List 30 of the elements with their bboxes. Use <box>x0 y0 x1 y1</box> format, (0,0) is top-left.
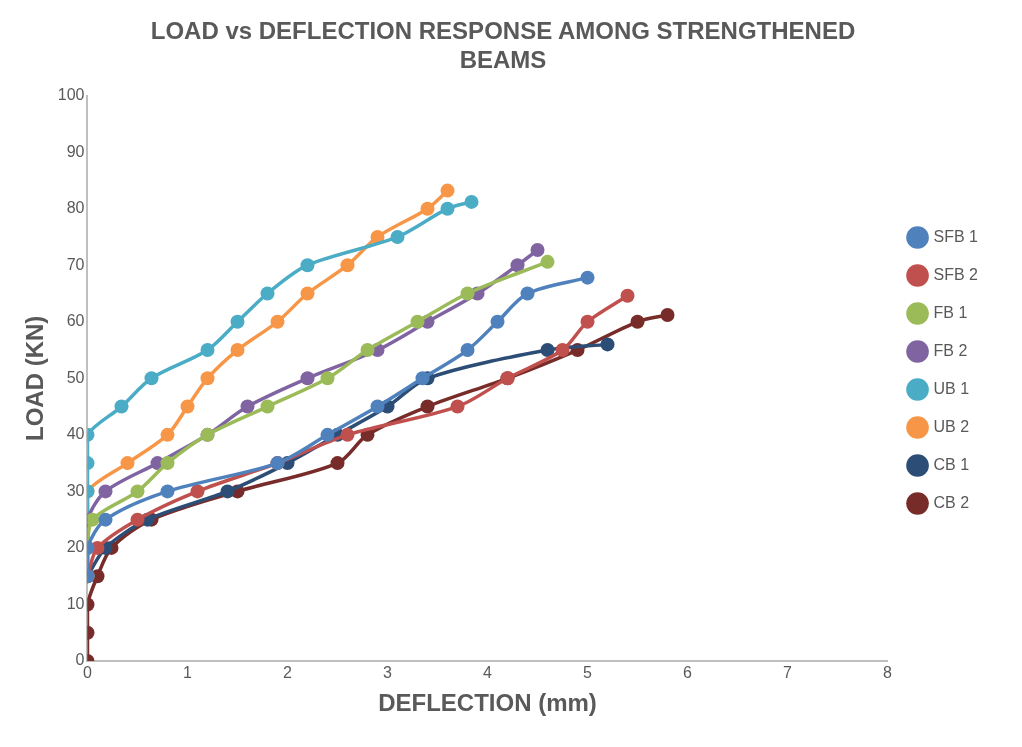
y-tick-label: 30 <box>66 481 85 499</box>
y-tick-label: 10 <box>66 594 85 612</box>
x-tick-label: 6 <box>683 664 693 682</box>
x-tick-label: 5 <box>583 664 593 682</box>
y-tick-label: 50 <box>66 368 85 386</box>
legend-label: SFB 1 <box>933 227 979 245</box>
legend-label: FB 2 <box>933 341 968 359</box>
legend-label: SFB 2 <box>933 265 979 283</box>
x-tick-label: 8 <box>883 664 893 682</box>
y-tick-label: 70 <box>66 255 85 273</box>
y-tick-label: 100 <box>57 86 85 104</box>
x-tick-label: 7 <box>783 664 793 682</box>
x-tick-label: 4 <box>483 664 493 682</box>
legend-label: CB 2 <box>933 493 970 511</box>
y-tick-label: 90 <box>66 142 85 160</box>
legend-label: CB 1 <box>933 455 970 473</box>
y-tick-label: 60 <box>66 312 85 330</box>
x-tick-label: 3 <box>383 664 393 682</box>
x-tick-label: 2 <box>283 664 293 682</box>
legend-label: FB 1 <box>933 303 968 321</box>
legend-label: UB 2 <box>933 417 970 435</box>
x-axis-title: DEFLECTION (mm) <box>378 689 597 717</box>
x-tick-label: 1 <box>183 664 193 682</box>
y-tick-label: 40 <box>66 425 85 443</box>
y-tick-label: 20 <box>66 538 85 556</box>
y-tick-label: 0 <box>75 651 85 669</box>
legend-label: UB 1 <box>933 379 970 397</box>
chart-title: LOAD vs DEFLECTION RESPONSE AMONG STRENGTHENED BEAMS <box>150 17 856 73</box>
y-tick-label: 80 <box>66 199 85 217</box>
y-axis-title: LOAD (KN) <box>21 315 49 441</box>
